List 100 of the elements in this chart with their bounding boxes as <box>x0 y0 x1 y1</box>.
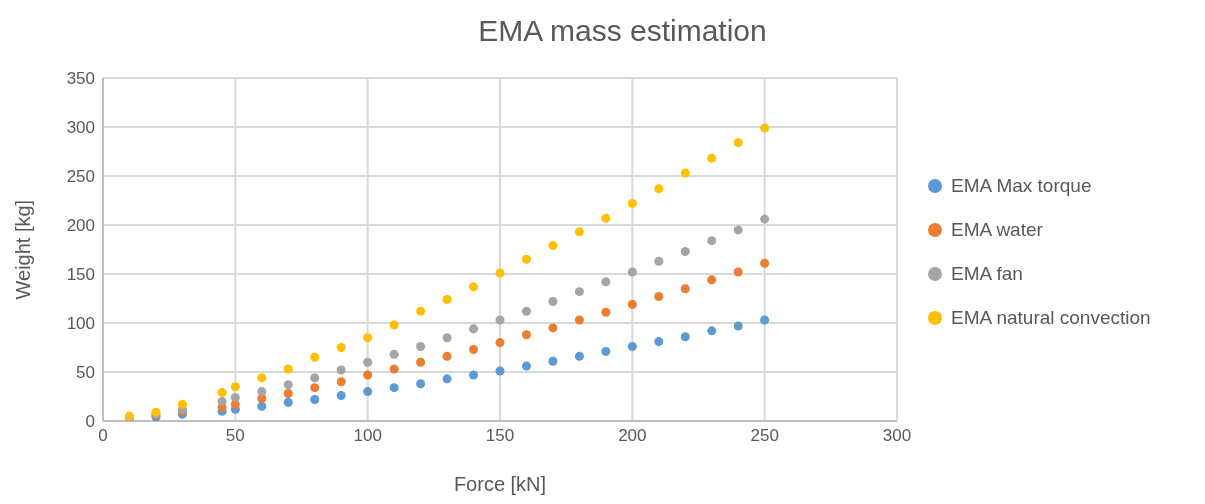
point <box>601 277 611 287</box>
point <box>733 267 743 277</box>
x-tick-label: 150 <box>485 426 515 446</box>
point <box>217 396 227 406</box>
y-tick-label: 200 <box>66 216 95 236</box>
point <box>416 342 426 352</box>
point <box>574 351 584 361</box>
point <box>707 275 717 285</box>
x-tick-label: 200 <box>618 426 647 446</box>
point <box>230 392 240 402</box>
y-tick-label: 0 <box>85 412 95 432</box>
point <box>257 387 267 397</box>
point <box>654 337 664 347</box>
point <box>548 356 558 366</box>
point <box>363 370 373 380</box>
x-tick-label: 250 <box>750 426 779 446</box>
point <box>389 349 399 359</box>
point <box>469 282 479 292</box>
point <box>283 397 293 407</box>
point <box>601 213 611 223</box>
x-tick-label: 50 <box>225 426 245 446</box>
point <box>654 256 664 266</box>
point <box>363 333 373 343</box>
point <box>469 344 479 354</box>
point <box>363 387 373 397</box>
point <box>389 364 399 374</box>
point <box>707 153 717 163</box>
point <box>310 373 320 383</box>
point <box>336 365 346 375</box>
y-tick-label: 100 <box>66 314 95 334</box>
legend-label: EMA water <box>951 219 1043 241</box>
point <box>416 306 426 316</box>
point <box>733 321 743 331</box>
point <box>574 287 584 297</box>
point <box>310 383 320 393</box>
point <box>310 352 320 362</box>
point <box>217 388 227 398</box>
point <box>495 315 505 325</box>
point <box>680 168 690 178</box>
point <box>442 294 452 304</box>
y-tick-label: 250 <box>66 167 95 187</box>
point <box>336 342 346 353</box>
point <box>283 389 293 399</box>
point <box>283 364 293 374</box>
x-tick-label: 300 <box>882 426 912 446</box>
point <box>521 306 531 316</box>
point <box>442 351 452 361</box>
point <box>574 315 584 325</box>
point <box>389 383 399 393</box>
chart-title: EMA mass estimation <box>477 14 768 48</box>
point <box>495 366 505 376</box>
y-tick-label: 50 <box>76 363 95 383</box>
point <box>760 315 770 325</box>
point <box>627 198 637 208</box>
point <box>495 268 505 278</box>
point <box>627 299 637 309</box>
point <box>707 326 717 336</box>
point <box>627 342 637 352</box>
point <box>760 123 770 133</box>
x-tick-label: 100 <box>353 426 382 446</box>
point <box>230 382 240 392</box>
point <box>733 138 743 148</box>
point <box>363 357 373 367</box>
point <box>521 330 531 340</box>
point <box>389 320 399 330</box>
point <box>283 380 293 390</box>
point <box>257 373 267 383</box>
point <box>495 338 505 348</box>
point <box>680 246 690 256</box>
point <box>469 324 479 334</box>
point <box>336 377 346 387</box>
point <box>680 332 690 342</box>
point <box>442 333 452 343</box>
point <box>733 225 743 235</box>
point <box>521 254 531 264</box>
point <box>336 391 346 401</box>
legend-label: EMA Max torque <box>951 175 1092 197</box>
point <box>310 394 320 404</box>
point <box>548 296 558 306</box>
y-axis-title: Weight [kg] <box>12 199 35 300</box>
point <box>654 292 664 302</box>
point <box>469 370 479 380</box>
point <box>680 284 690 294</box>
x-tick-label: 0 <box>98 426 108 446</box>
point <box>760 214 770 224</box>
point <box>442 374 452 384</box>
point <box>707 236 717 246</box>
point <box>654 184 664 194</box>
point <box>548 241 558 251</box>
point <box>601 346 611 356</box>
point <box>601 307 611 317</box>
point <box>548 323 558 333</box>
y-tick-label: 150 <box>66 265 95 285</box>
legend-label: EMA fan <box>951 263 1023 285</box>
point <box>760 258 770 268</box>
point <box>416 357 426 367</box>
point <box>416 379 426 389</box>
point <box>177 399 187 409</box>
y-tick-label: 300 <box>66 118 95 138</box>
point <box>521 361 531 371</box>
